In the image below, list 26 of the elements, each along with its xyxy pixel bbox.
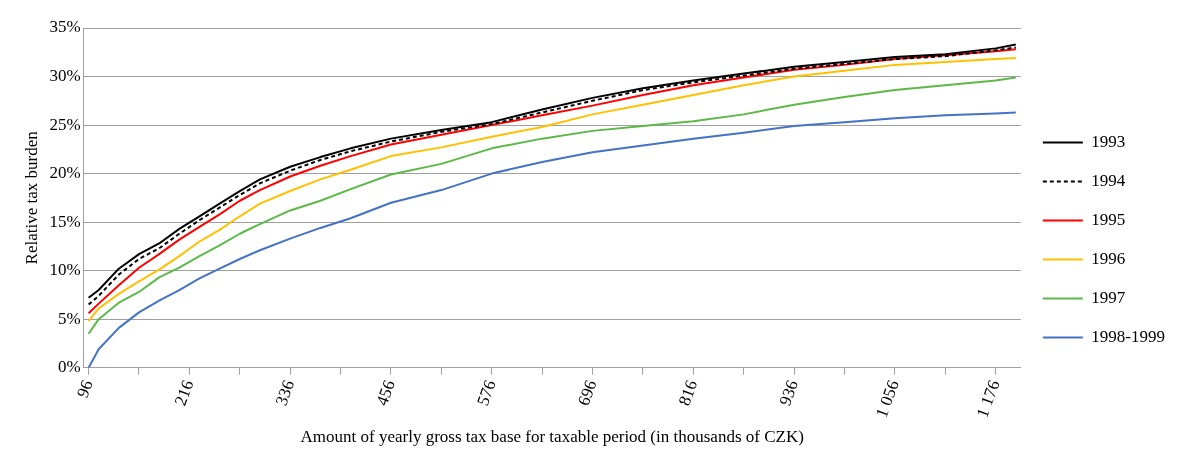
y-tick-label: 30% bbox=[49, 65, 81, 85]
y-tick-label: 25% bbox=[49, 114, 81, 134]
legend-label: 1994 bbox=[1091, 170, 1126, 190]
x-tick-label: 816 bbox=[674, 377, 702, 409]
y-tick-label: 0% bbox=[57, 357, 81, 377]
legend-label: 1993 bbox=[1091, 131, 1126, 151]
x-tick-label: 96 bbox=[72, 377, 97, 401]
legend-label: 1996 bbox=[1091, 248, 1126, 268]
x-tick-label: 576 bbox=[473, 377, 500, 409]
y-tick-label: 10% bbox=[49, 260, 81, 280]
x-tick-label: 216 bbox=[170, 377, 198, 409]
legend-label: 1998-1999 bbox=[1091, 326, 1166, 346]
y-tick-label: 35% bbox=[49, 17, 81, 37]
legend-label: 1995 bbox=[1091, 209, 1126, 229]
x-axis-title: Amount of yearly gross tax base for taxable period (in thousands of CZK) bbox=[300, 427, 804, 447]
x-tick-label: 456 bbox=[372, 377, 399, 409]
x-tick-label: 936 bbox=[775, 377, 803, 409]
y-tick-label: 5% bbox=[57, 308, 81, 328]
x-tick-label: 1 176 bbox=[972, 377, 1004, 421]
y-tick-label: 20% bbox=[49, 163, 81, 183]
x-tick-label: 696 bbox=[573, 377, 601, 409]
y-axis-title: Relative tax burden bbox=[21, 130, 41, 265]
x-tick-label: 336 bbox=[271, 377, 299, 409]
y-tick-label: 15% bbox=[49, 211, 81, 231]
x-tick-label: 1 056 bbox=[871, 377, 903, 421]
legend-label: 1997 bbox=[1091, 287, 1126, 307]
